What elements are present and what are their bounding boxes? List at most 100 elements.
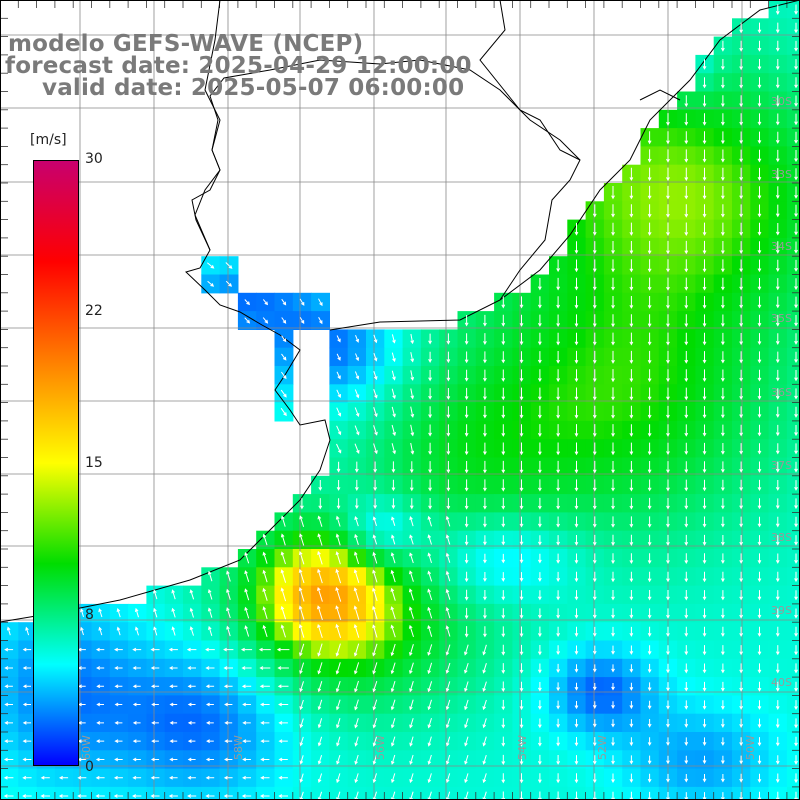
wind-arrow — [353, 643, 360, 657]
wind-arrow — [483, 497, 487, 510]
wind-arrow — [757, 516, 762, 528]
wind-arrow — [574, 516, 579, 528]
wind-arrow — [775, 608, 780, 619]
wind-arrow — [684, 240, 689, 255]
wind-arrow — [592, 534, 597, 546]
wind-arrow — [446, 479, 451, 492]
wind-arrow — [464, 315, 469, 327]
wind-arrow — [280, 407, 287, 417]
wind-arrow — [537, 460, 542, 474]
wind-arrow — [739, 737, 744, 747]
wind-arrow — [684, 204, 689, 218]
wind-cell — [786, 713, 800, 733]
wind-arrow — [262, 624, 268, 638]
wind-arrow — [169, 775, 178, 780]
wind-arrow — [4, 684, 13, 689]
wind-cell — [786, 695, 800, 715]
wind-arrow — [187, 739, 196, 744]
wind-arrow — [336, 699, 341, 711]
wind-arrow — [702, 77, 707, 89]
wind-arrow — [114, 684, 123, 689]
wind-cell — [786, 494, 800, 513]
wind-arrow — [684, 479, 689, 492]
wind-arrow — [592, 516, 597, 528]
wind-arrow — [666, 387, 670, 401]
wind-arrow — [574, 405, 579, 419]
wind-arrow — [775, 333, 780, 345]
lon-label: 60W — [80, 735, 93, 760]
wind-arrow — [537, 754, 542, 766]
wind-arrow — [702, 222, 707, 236]
wind-arrow — [95, 794, 105, 798]
wind-arrow — [95, 775, 105, 780]
wind-arrow — [739, 149, 744, 163]
wind-arrow — [702, 608, 707, 619]
wind-arrow — [537, 351, 542, 364]
wind-arrow — [611, 461, 615, 474]
wind-arrow — [336, 736, 341, 747]
wind-arrow — [647, 350, 652, 364]
wind-arrow — [775, 40, 780, 52]
wind-arrow — [114, 739, 123, 744]
wind-arrow — [702, 167, 707, 182]
wind-arrow — [318, 316, 323, 325]
wind-arrow — [702, 387, 707, 401]
wind-arrow — [702, 774, 707, 783]
wind-arrow — [4, 666, 13, 670]
wind-arrow — [794, 388, 798, 400]
wind-arrow — [78, 702, 86, 707]
wind-arrow — [354, 551, 360, 565]
wind-arrow — [186, 647, 197, 652]
wind-arrow — [372, 773, 377, 784]
wind-arrow — [794, 186, 798, 199]
wind-arrow — [372, 516, 377, 527]
wind-arrow — [775, 95, 780, 107]
wind-arrow — [629, 387, 634, 401]
wind-arrow — [464, 681, 469, 693]
wind-arrow — [483, 608, 487, 620]
wind-arrow — [537, 773, 542, 784]
wind-cell — [786, 585, 800, 605]
wind-arrow — [391, 424, 396, 437]
wind-arrow — [427, 662, 433, 675]
wind-arrow — [720, 774, 725, 783]
wind-arrow — [794, 241, 798, 254]
wind-arrow — [556, 682, 561, 692]
wind-arrow — [336, 443, 342, 454]
wind-arrow — [373, 425, 378, 436]
wind-arrow — [409, 662, 414, 675]
wind-arrow — [354, 736, 359, 747]
wind-arrow — [519, 626, 524, 638]
wind-arrow — [206, 720, 214, 725]
wind-arrow — [574, 369, 579, 383]
wind-arrow — [299, 533, 305, 546]
wind-arrow — [647, 461, 652, 474]
wind-arrow — [281, 353, 287, 361]
wind-arrow — [702, 626, 707, 637]
wind-arrow — [335, 533, 341, 546]
wind-arrow — [501, 718, 506, 729]
wind-arrow — [410, 352, 415, 363]
wind-arrow — [335, 568, 342, 584]
wind-arrow — [353, 623, 360, 638]
wind-arrow — [354, 773, 359, 784]
wind-arrow — [259, 666, 271, 670]
wind-arrow — [720, 387, 725, 401]
wind-arrow — [556, 608, 561, 619]
wind-arrow — [224, 757, 233, 762]
wind-arrow — [702, 113, 707, 126]
wind-arrow — [775, 369, 780, 382]
wind-arrow — [666, 645, 670, 656]
wind-arrow — [629, 497, 634, 510]
wind-arrow — [629, 461, 634, 474]
wind-arrow — [794, 608, 798, 619]
wind-arrow — [592, 350, 597, 364]
wind-arrow — [372, 699, 378, 711]
wind-arrow — [574, 350, 579, 364]
wind-arrow — [501, 479, 506, 492]
wind-arrow — [556, 259, 561, 273]
wind-arrow — [410, 333, 415, 345]
wind-arrow — [702, 332, 707, 346]
wind-arrow — [354, 699, 359, 711]
wind-arrow — [556, 535, 561, 546]
